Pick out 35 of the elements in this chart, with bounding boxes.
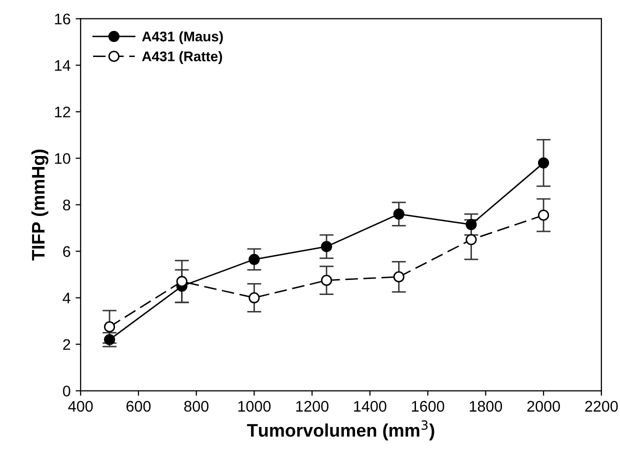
point xyxy=(538,157,550,168)
x-tick-label: 1800 xyxy=(470,400,502,412)
point xyxy=(248,292,260,304)
x-tick-label: 1000 xyxy=(238,400,271,412)
y-tick-label: 10 xyxy=(55,153,70,164)
x-tick-label: 800 xyxy=(184,400,208,412)
point xyxy=(466,234,477,246)
point xyxy=(320,241,332,252)
y-tick-label: 16 xyxy=(55,14,70,24)
point xyxy=(320,274,332,286)
point xyxy=(104,321,116,332)
y-tick-label: 4 xyxy=(62,292,70,304)
point xyxy=(248,254,260,265)
y-tick-label: 2 xyxy=(63,339,70,350)
y-tick-label: 14 xyxy=(55,60,70,71)
y-tick-label: 0 xyxy=(62,386,70,396)
y-tick-label: 6 xyxy=(63,246,70,257)
x-tick-label: 2200 xyxy=(585,400,618,412)
legend-label: A431 (Maus) xyxy=(142,31,223,44)
point xyxy=(393,271,404,282)
point xyxy=(176,276,188,288)
x-tick-label: 600 xyxy=(126,400,151,412)
x-tick-label: 400 xyxy=(68,400,93,412)
x-tick-label: 1400 xyxy=(354,400,386,412)
legend-label: A431 (Ratte) xyxy=(142,51,222,64)
y-axis-title: TIFP (mmHg) xyxy=(31,150,48,261)
point xyxy=(466,218,477,230)
x-tick-label: 1600 xyxy=(412,400,444,412)
y-tick-label: 8 xyxy=(63,200,70,210)
y-tick-label: 12 xyxy=(55,106,70,118)
point xyxy=(538,210,550,221)
x-tick-label: 1200 xyxy=(296,400,328,412)
point xyxy=(393,208,404,220)
x-axis-title: Tumorvolumen (mm$^{3}$) xyxy=(247,420,434,440)
x-tick-label: 2000 xyxy=(527,400,560,412)
